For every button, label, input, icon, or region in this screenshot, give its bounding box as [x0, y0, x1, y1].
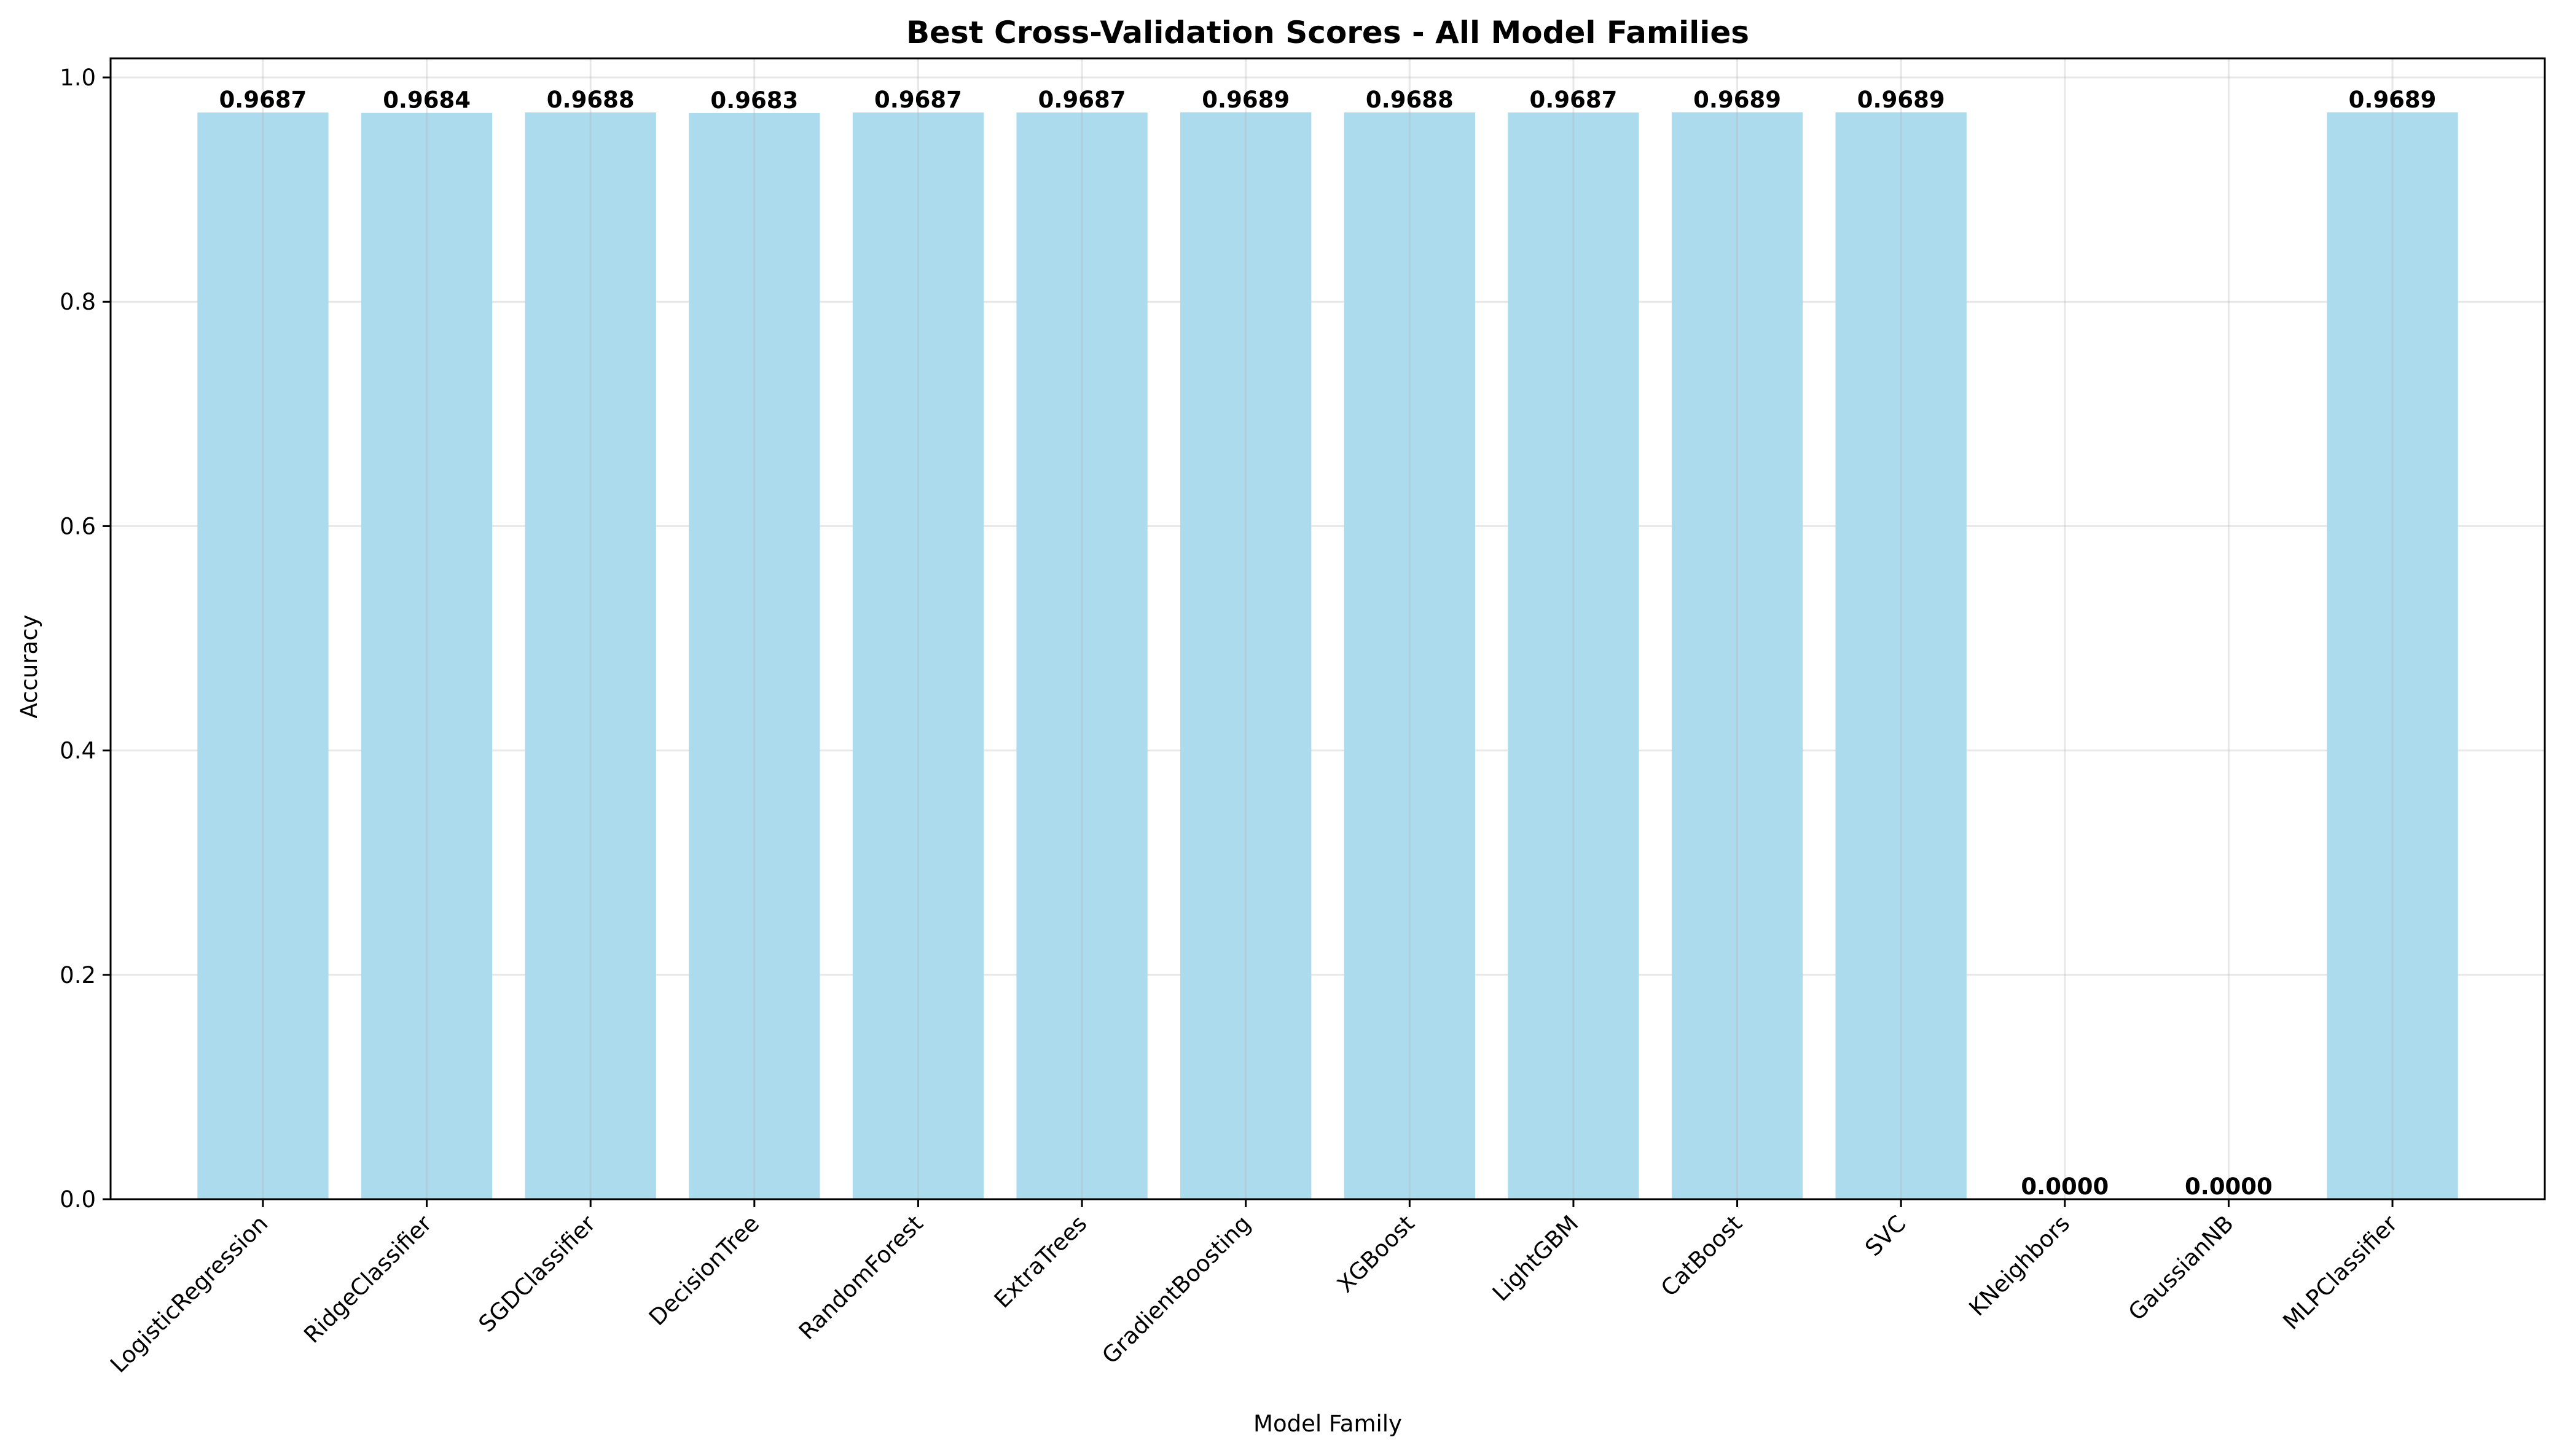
plot-frame	[109, 57, 2546, 1200]
data-label: 0.9683	[710, 87, 798, 114]
x-tick-label: LightGBM	[1487, 1210, 1584, 1307]
x-tick-label: RandomForest	[794, 1210, 928, 1345]
data-label: 0.9687	[219, 87, 307, 113]
data-label: 0.0000	[2185, 1173, 2273, 1200]
data-label: 0.9688	[547, 87, 635, 113]
bar	[1344, 112, 1475, 1199]
y-axis-ticks: 0.0 0.2 0.4 0.6 0.8 1.0	[60, 65, 111, 1213]
y-tick-label: 0.0	[60, 1186, 96, 1213]
data-label: 0.9684	[383, 87, 471, 114]
data-label: 0.9689	[1202, 87, 1290, 113]
bar	[852, 112, 984, 1199]
x-tick-label: XGBoost	[1332, 1210, 1419, 1297]
data-label: 0.9687	[1530, 87, 1618, 113]
x-axis-ticks: LogisticRegression RidgeClassifier SGDClas…	[105, 1199, 2403, 1378]
x-tick-label: GaussianNB	[2123, 1210, 2239, 1326]
y-tick-label: 1.0	[60, 65, 96, 91]
bar	[1671, 112, 1803, 1199]
x-tick-label: RidgeClassifier	[299, 1210, 437, 1348]
axes	[109, 57, 2546, 1200]
bar	[1016, 112, 1148, 1199]
bar	[197, 112, 329, 1199]
data-label: 0.9689	[2349, 87, 2437, 113]
bar	[361, 112, 493, 1200]
x-tick-label: MLPClassifier	[2278, 1210, 2403, 1334]
x-tick-label: ExtraTrees	[989, 1210, 1092, 1313]
x-tick-label: LogisticRegression	[105, 1210, 273, 1378]
x-tick-label: SGDClassifier	[474, 1210, 601, 1337]
y-axis-label: Accuracy	[16, 615, 42, 719]
data-label: 0.9688	[1366, 87, 1454, 113]
data-label: 0.9689	[1857, 87, 1945, 113]
bar	[525, 112, 656, 1199]
bar	[2327, 112, 2458, 1199]
y-tick-label: 0.2	[60, 962, 96, 988]
x-tick-label: CatBoost	[1656, 1210, 1747, 1302]
bar	[1835, 112, 1967, 1199]
x-tick-label: SVC	[1860, 1210, 1911, 1261]
y-tick-label: 0.8	[60, 289, 96, 315]
bar	[1180, 112, 1312, 1199]
bars	[197, 112, 2458, 1200]
x-axis-label: Model Family	[1253, 1411, 1402, 1437]
y-tick-label: 0.4	[60, 738, 96, 764]
x-tick-label: DecisionTree	[644, 1210, 764, 1331]
bar	[689, 112, 820, 1199]
data-label: 0.9689	[1693, 87, 1781, 113]
data-label: 0.0000	[2021, 1173, 2109, 1200]
x-tick-label: KNeighbors	[1964, 1210, 2075, 1321]
data-label: 0.9687	[1038, 87, 1126, 113]
x-tick-label: GradientBoosting	[1097, 1210, 1256, 1369]
data-labels: 0.9687 0.9684 0.9688 0.9683 0.9687 0.9687 0.96…	[219, 87, 2437, 1200]
data-label: 0.9687	[874, 87, 962, 113]
chart-title: Best Cross-Validation Scores - All Model…	[906, 15, 1749, 50]
y-tick-label: 0.6	[60, 513, 96, 539]
bar	[1508, 112, 1639, 1199]
